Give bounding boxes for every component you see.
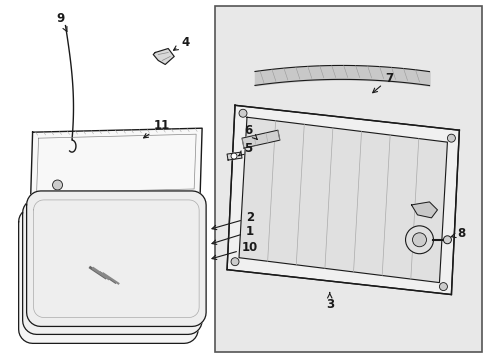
Text: 5: 5 (238, 141, 252, 156)
Text: 6: 6 (244, 124, 257, 139)
Circle shape (447, 134, 454, 142)
Polygon shape (226, 152, 242, 160)
Text: 3: 3 (325, 292, 333, 311)
Polygon shape (31, 128, 202, 199)
Polygon shape (239, 117, 447, 283)
Polygon shape (226, 105, 458, 294)
Circle shape (230, 153, 237, 159)
Bar (215, 6, 481, 352)
Polygon shape (411, 202, 437, 218)
Polygon shape (153, 49, 174, 64)
Text: 2: 2 (211, 211, 254, 230)
Polygon shape (26, 191, 205, 327)
Text: 7: 7 (372, 72, 393, 93)
Polygon shape (242, 130, 279, 148)
Circle shape (443, 236, 450, 244)
Text: 9: 9 (56, 12, 67, 31)
Text: 4: 4 (173, 36, 189, 50)
Circle shape (439, 283, 447, 291)
Polygon shape (19, 208, 198, 343)
Circle shape (230, 258, 239, 266)
Circle shape (239, 109, 246, 117)
Text: 1: 1 (211, 225, 254, 244)
Circle shape (412, 233, 426, 247)
Text: 11: 11 (143, 119, 170, 138)
Circle shape (405, 226, 432, 254)
Circle shape (52, 180, 62, 190)
Text: 8: 8 (450, 227, 465, 240)
Text: 10: 10 (211, 241, 258, 260)
Polygon shape (22, 199, 202, 334)
